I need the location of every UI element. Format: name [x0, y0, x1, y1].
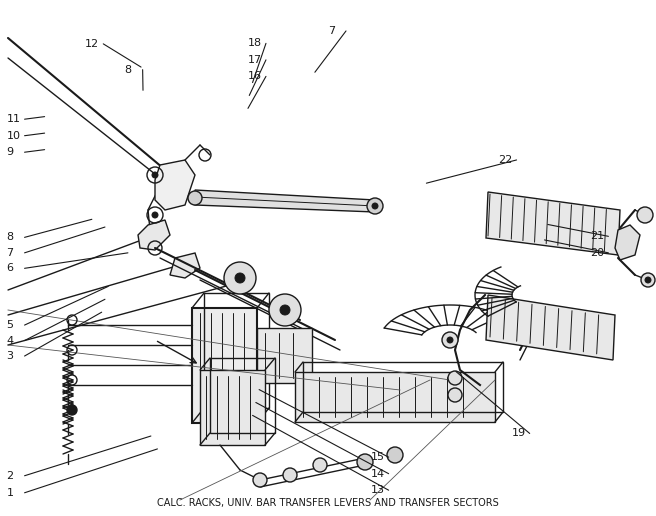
Circle shape: [372, 203, 378, 209]
Polygon shape: [615, 225, 640, 260]
Circle shape: [637, 207, 653, 223]
Circle shape: [357, 454, 373, 470]
Text: 5: 5: [7, 320, 14, 330]
Text: 22: 22: [499, 155, 513, 165]
Text: 8: 8: [7, 232, 14, 243]
Text: 3: 3: [7, 351, 14, 361]
Text: 11: 11: [7, 114, 20, 124]
Text: 20: 20: [590, 248, 605, 258]
Circle shape: [367, 198, 383, 214]
Circle shape: [448, 388, 462, 402]
Bar: [192, 308, 257, 423]
Text: 2: 2: [7, 471, 14, 481]
Text: 6: 6: [7, 263, 14, 273]
Bar: [204, 293, 269, 408]
Text: 15: 15: [371, 452, 384, 462]
Circle shape: [280, 305, 290, 315]
Text: 9: 9: [7, 147, 14, 157]
Circle shape: [641, 273, 655, 287]
Polygon shape: [195, 190, 375, 212]
Circle shape: [235, 273, 245, 283]
Circle shape: [447, 337, 453, 343]
Text: 19: 19: [512, 428, 526, 439]
Bar: [200, 370, 265, 445]
Text: CALC. RACKS, UNIV. BAR TRANSFER LEVERS AND TRANSFER SECTORS: CALC. RACKS, UNIV. BAR TRANSFER LEVERS A…: [157, 498, 499, 508]
Polygon shape: [138, 220, 170, 250]
Text: 12: 12: [85, 39, 100, 49]
Text: 14: 14: [371, 469, 385, 479]
Circle shape: [253, 473, 267, 487]
Circle shape: [442, 332, 458, 348]
Polygon shape: [155, 160, 195, 210]
Bar: [295, 372, 495, 422]
Circle shape: [269, 294, 301, 326]
Text: 17: 17: [248, 55, 262, 65]
Text: 21: 21: [590, 231, 605, 241]
Circle shape: [67, 405, 77, 415]
Text: 16: 16: [248, 71, 262, 82]
Text: 13: 13: [371, 485, 384, 495]
Bar: [210, 358, 275, 433]
Circle shape: [152, 212, 158, 218]
Text: 7: 7: [328, 26, 335, 36]
Circle shape: [387, 447, 403, 463]
Polygon shape: [170, 253, 200, 278]
Text: 18: 18: [248, 38, 262, 49]
Circle shape: [645, 277, 651, 283]
Bar: [303, 362, 503, 412]
Circle shape: [448, 371, 462, 385]
Circle shape: [188, 191, 202, 205]
Circle shape: [152, 172, 158, 178]
Circle shape: [313, 458, 327, 472]
Circle shape: [283, 468, 297, 482]
Polygon shape: [486, 192, 620, 255]
Text: 1: 1: [7, 488, 14, 498]
Circle shape: [224, 262, 256, 294]
Text: 7: 7: [7, 248, 14, 258]
Text: 10: 10: [7, 131, 20, 141]
Text: 4: 4: [7, 335, 14, 346]
Text: 8: 8: [125, 64, 132, 75]
Bar: [257, 328, 312, 383]
Polygon shape: [486, 295, 615, 360]
